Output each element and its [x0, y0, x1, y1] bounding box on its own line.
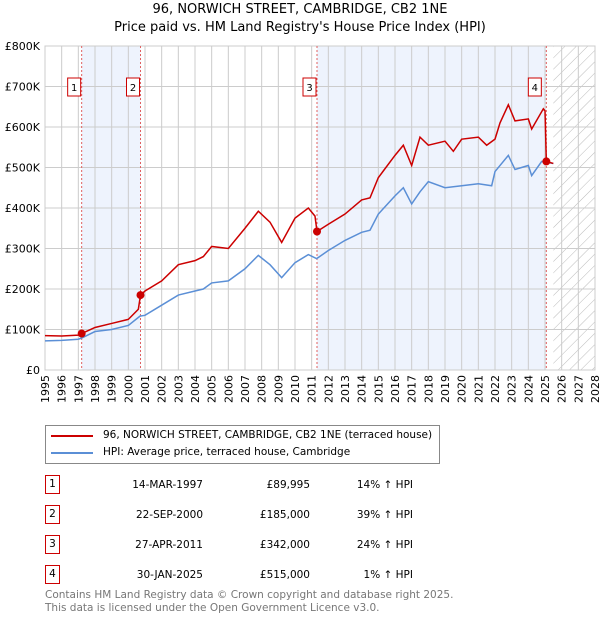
y-tick-label: £800K: [5, 40, 41, 53]
x-tick-label: 1996: [56, 375, 69, 403]
x-tick-label: 2018: [422, 375, 435, 403]
x-tick-label: 2003: [172, 375, 185, 403]
x-tick-label: 2020: [456, 375, 469, 403]
sale-label: 1: [71, 83, 77, 94]
x-tick-label: 2001: [139, 375, 152, 403]
sale-date: 27-APR-2011: [135, 539, 203, 551]
sale-label: 3: [306, 83, 312, 94]
chart-title: 96, NORWICH STREET, CAMBRIDGE, CB2 1NE: [152, 2, 448, 17]
sale-label: 4: [532, 83, 538, 94]
x-tick-label: 2028: [589, 375, 600, 403]
x-tick-label: 2022: [489, 375, 502, 403]
x-tick-label: 2002: [156, 375, 169, 403]
sale-date: 14-MAR-1997: [132, 479, 203, 491]
x-tick-label: 2019: [439, 375, 452, 403]
x-tick-label: 2027: [572, 375, 585, 403]
legend-blue-swatch: [51, 451, 93, 454]
sale-point: [542, 157, 551, 166]
sale-row: 2 22-SEP-2000 £185,000 39% ↑ HPI: [45, 505, 445, 525]
sale-row: 4 30-JAN-2025 £515,000 1% ↑ HPI: [45, 565, 445, 585]
footer: Contains HM Land Registry data © Crown c…: [45, 589, 453, 614]
sale-hpi-diff: 1% ↑ HPI: [363, 569, 413, 581]
sale-label-box: [302, 77, 317, 97]
y-tick-label: £400K: [5, 202, 41, 215]
y-tick-label: £600K: [5, 121, 41, 134]
series-line: [44, 153, 554, 342]
x-tick-label: 2012: [322, 375, 335, 403]
x-tick-label: 2026: [556, 375, 569, 403]
sale-point: [136, 291, 145, 300]
sale-label: 2: [130, 83, 136, 94]
sale-badge: 2: [45, 505, 60, 524]
y-tick-label: £300K: [5, 243, 41, 256]
sale-point: [313, 227, 321, 236]
sale-price: £342,000: [259, 539, 310, 551]
sale-label-box: [527, 77, 542, 97]
y-tick-label: £700K: [5, 81, 41, 94]
sale-row: 1 14-MAR-1997 £89,995 14% ↑ HPI: [45, 475, 445, 495]
sale-label-box: [67, 77, 82, 97]
x-tick-label: 2006: [222, 375, 235, 403]
x-tick-label: 1997: [72, 375, 85, 403]
footer-line2: This data is licensed under the Open Gov…: [45, 601, 380, 614]
sale-date: 22-SEP-2000: [135, 509, 203, 521]
x-tick-label: 2021: [472, 375, 485, 403]
x-tick-label: 1995: [39, 375, 52, 403]
sale-hpi-diff: 24% ↑ HPI: [356, 539, 413, 551]
sale-row: 3 27-APR-2011 £342,000 24% ↑ HPI: [45, 535, 445, 555]
x-tick-label: 2009: [272, 375, 285, 403]
y-tick-label: £500K: [5, 162, 41, 175]
x-tick-label: 2007: [239, 375, 252, 403]
x-tick-label: 2016: [389, 375, 402, 403]
x-tick-label: 2024: [522, 375, 535, 403]
x-tick-label: 2023: [506, 375, 519, 403]
x-tick-label: 2015: [372, 375, 385, 403]
x-tick-label: 2005: [206, 375, 219, 403]
x-tick-label: 1998: [89, 375, 102, 403]
legend-red-swatch: [51, 434, 93, 437]
sale-price: £515,000: [259, 569, 310, 581]
sale-hpi-diff: 39% ↑ HPI: [356, 509, 413, 521]
x-tick-label: 2013: [339, 375, 352, 403]
x-tick-label: 1999: [106, 375, 119, 403]
sale-point: [77, 329, 86, 338]
sale-price: £89,995: [266, 479, 310, 491]
sale-price: £185,000: [259, 509, 310, 521]
price-chart: 1995 1996 1997 1998 1999 2000 2001 2002 2003 2004…: [5, 40, 600, 403]
legend-property: 96, NORWICH STREET, CAMBRIDGE, CB2 1NE (…: [103, 429, 433, 441]
x-tick-label: 2008: [256, 375, 269, 403]
y-tick-label: £100K: [5, 324, 41, 337]
sale-badge: 4: [45, 565, 60, 584]
x-tick-label: 2011: [306, 375, 319, 403]
y-tick-label: £200K: [5, 283, 41, 296]
legend-hpi: HPI: Average price, terraced house, Camb…: [103, 446, 351, 458]
sale-hpi-diff: 14% ↑ HPI: [356, 479, 413, 491]
sale-badge: 3: [45, 535, 60, 554]
plot-frame: [44, 45, 596, 371]
sale-label-box: [126, 77, 140, 97]
legend: 96, NORWICH STREET, CAMBRIDGE, CB2 1NE (…: [45, 425, 440, 464]
x-tick-label: 2000: [122, 375, 135, 403]
x-tick-label: 2025: [539, 375, 552, 403]
x-tick-label: 2010: [289, 375, 302, 403]
footer-line1: Contains HM Land Registry data © Crown c…: [45, 589, 454, 601]
x-tick-label: 2004: [189, 375, 202, 403]
y-tick-label: £0: [26, 364, 40, 377]
x-tick-label: 2014: [356, 375, 369, 403]
chart-subtitle: Price paid vs. HM Land Registry's House …: [114, 20, 486, 35]
sale-date: 30-JAN-2025: [136, 569, 203, 581]
x-tick-label: 2017: [406, 375, 419, 403]
sale-badge: 1: [45, 475, 60, 494]
